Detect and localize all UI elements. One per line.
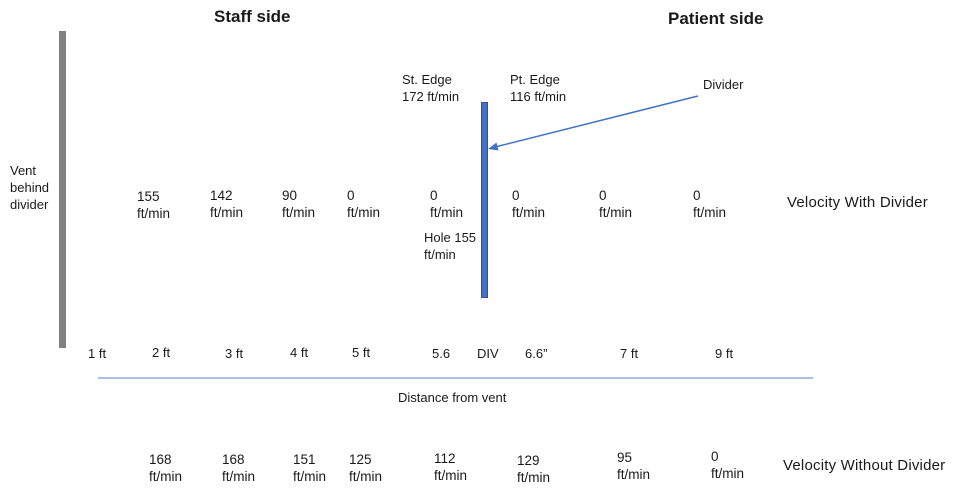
with-divider-value: 0 ft/min (599, 187, 632, 222)
value-text: 155 (137, 189, 160, 204)
with-divider-value: 142 ft/min (210, 187, 243, 222)
value-text: 168 (149, 452, 172, 467)
divider-callout-label: Divider (703, 77, 744, 92)
distance-tick: 5 ft (352, 345, 371, 360)
unit-text: ft/min (617, 467, 651, 483)
unit-text: ft/min (430, 205, 464, 221)
with-divider-value: 0 ft/min (512, 187, 545, 222)
without-divider-value: 168 ft/min (222, 451, 255, 486)
distance-tick: 1 ft (88, 346, 107, 361)
value-text: 0 (693, 188, 701, 203)
patient-edge-label: Pt. Edge 116 ft/min (510, 71, 566, 105)
distance-tick: 6.6” (525, 346, 548, 361)
distance-axis-line (98, 377, 813, 379)
patient-edge-line2: 116 ft/min (510, 89, 567, 105)
with-divider-value: 0 ft/min (347, 187, 380, 222)
vent-label: Vent behind divider (10, 163, 50, 213)
value-text: 90 (282, 188, 298, 203)
unit-text: ft/min (349, 469, 383, 485)
without-divider-value: 168 ft/min (149, 451, 182, 486)
hole-label: Hole 155 ft/min (424, 229, 476, 263)
patient-edge-line1: Pt. Edge (510, 72, 560, 87)
unit-text: ft/min (293, 469, 327, 485)
distance-tick: 2 ft (152, 345, 171, 360)
unit-text: ft/min (149, 469, 183, 485)
patient-side-title: Patient side (668, 9, 764, 28)
distance-axis-label: Distance from vent (398, 390, 507, 405)
staff-edge-line1: St. Edge (402, 72, 452, 87)
without-divider-value: 112 ft/min (434, 450, 467, 485)
value-text: 0 (347, 188, 355, 203)
divider-bar (481, 102, 488, 298)
unit-text: ft/min (137, 206, 171, 222)
unit-text: ft/min (711, 466, 745, 482)
with-divider-row-label: Velocity With Divider (787, 194, 928, 211)
vent-bar (59, 31, 66, 348)
distance-tick: 9 ft (715, 346, 734, 361)
value-text: 142 (210, 188, 233, 203)
without-divider-value: 151 ft/min (293, 451, 326, 486)
distance-tick: 3 ft (225, 346, 244, 361)
value-text: 129 (517, 453, 540, 468)
with-divider-value: 0 ft/min (430, 187, 463, 222)
without-divider-value: 125 ft/min (349, 451, 382, 486)
distance-tick: 5.6 (432, 346, 451, 361)
unit-text: ft/min (693, 205, 727, 221)
without-divider-value: 0 ft/min (711, 448, 744, 483)
staff-side-title: Staff side (214, 7, 291, 26)
distance-tick: 4 ft (290, 345, 309, 360)
with-divider-value: 90 ft/min (282, 187, 315, 222)
with-divider-value: 0 ft/min (693, 187, 726, 222)
distance-tick: 7 ft (620, 346, 639, 361)
value-text: 0 (711, 449, 719, 464)
unit-text: ft/min (599, 205, 633, 221)
unit-text: ft/min (210, 205, 244, 221)
value-text: 0 (430, 188, 438, 203)
unit-text: ft/min (347, 205, 381, 221)
hole-line1: Hole 155 (424, 230, 477, 245)
value-text: 125 (349, 452, 372, 467)
divider-arrow-icon (488, 95, 699, 151)
hole-line2: ft/min (424, 247, 456, 263)
unit-text: ft/min (512, 205, 546, 221)
staff-edge-label: St. Edge 172 ft/min (402, 71, 459, 105)
without-divider-row-label: Velocity Without Divider (783, 457, 946, 474)
value-text: 112 (434, 451, 456, 466)
unit-text: ft/min (282, 205, 316, 221)
with-divider-value: 155 ft/min (137, 188, 170, 223)
without-divider-value: 129 ft/min (517, 452, 550, 487)
distance-tick: DIV (477, 346, 499, 361)
value-text: 95 (617, 450, 633, 465)
unit-text: ft/min (434, 468, 468, 484)
value-text: 168 (222, 452, 245, 467)
value-text: 0 (512, 188, 520, 203)
value-text: 0 (599, 188, 607, 203)
staff-edge-line2: 172 ft/min (402, 89, 460, 105)
unit-text: ft/min (222, 469, 256, 485)
without-divider-value: 95 ft/min (617, 449, 650, 484)
unit-text: ft/min (517, 470, 551, 486)
value-text: 151 (293, 452, 316, 467)
